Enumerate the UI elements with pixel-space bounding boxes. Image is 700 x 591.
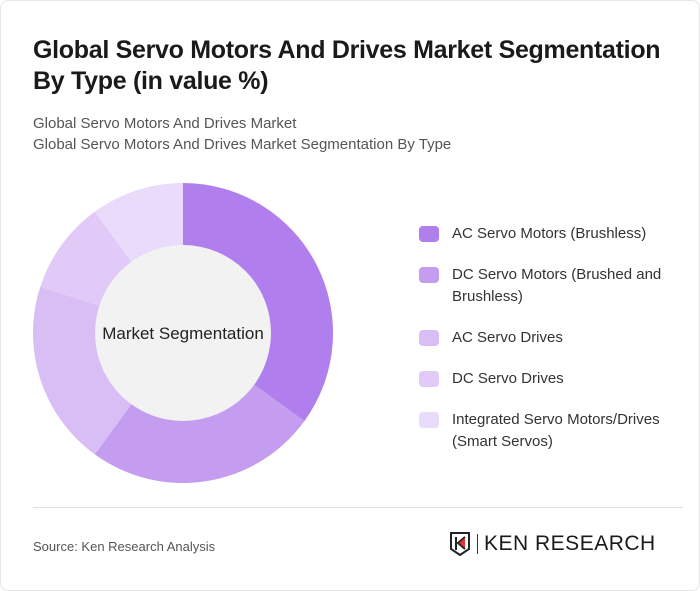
subtitle-segmentation: Global Servo Motors And Drives Market Se… [33, 136, 452, 153]
donut-hole [95, 245, 271, 421]
legend-swatch [419, 330, 439, 346]
legend-label: DC Servo Motors (Brushed and Brushless) [452, 266, 662, 305]
legend-label: Integrated Servo Motors/Drives (Smart Se… [452, 411, 660, 450]
legend-label: DC Servo Drives [452, 370, 564, 387]
source-text: Source: Ken Research Analysis [33, 539, 216, 554]
legend-item: AC Servo Drives [419, 327, 679, 349]
legend-item: Integrated Servo Motors/Drives (Smart Se… [419, 409, 679, 453]
center-label: Market Segmentation [102, 324, 264, 343]
legend-item: AC Servo Motors (Brushless) [419, 223, 679, 245]
donut-chart: Market Segmentation [33, 183, 333, 483]
legend-item: DC Servo Motors (Brushed and Brushless) [419, 264, 679, 308]
logo-text: KEN RESEARCH [477, 533, 656, 554]
legend-swatch [419, 226, 439, 242]
subtitle-market: Global Servo Motors And Drives Market [33, 115, 297, 132]
legend-label: AC Servo Drives [452, 329, 563, 346]
legend-item: DC Servo Drives [419, 368, 679, 390]
ken-research-logo: KEN RESEARCH [449, 531, 656, 557]
legend-swatch [419, 371, 439, 387]
legend-label: AC Servo Motors (Brushless) [452, 225, 647, 242]
divider [33, 507, 683, 508]
logo-shield-icon [450, 532, 470, 557]
legend-swatch [419, 267, 439, 283]
legend: AC Servo Motors (Brushless) DC Servo Moto… [419, 223, 679, 472]
chart-title: Global Servo Motors And Drives Market Se… [33, 36, 661, 95]
legend-swatch [419, 412, 439, 428]
